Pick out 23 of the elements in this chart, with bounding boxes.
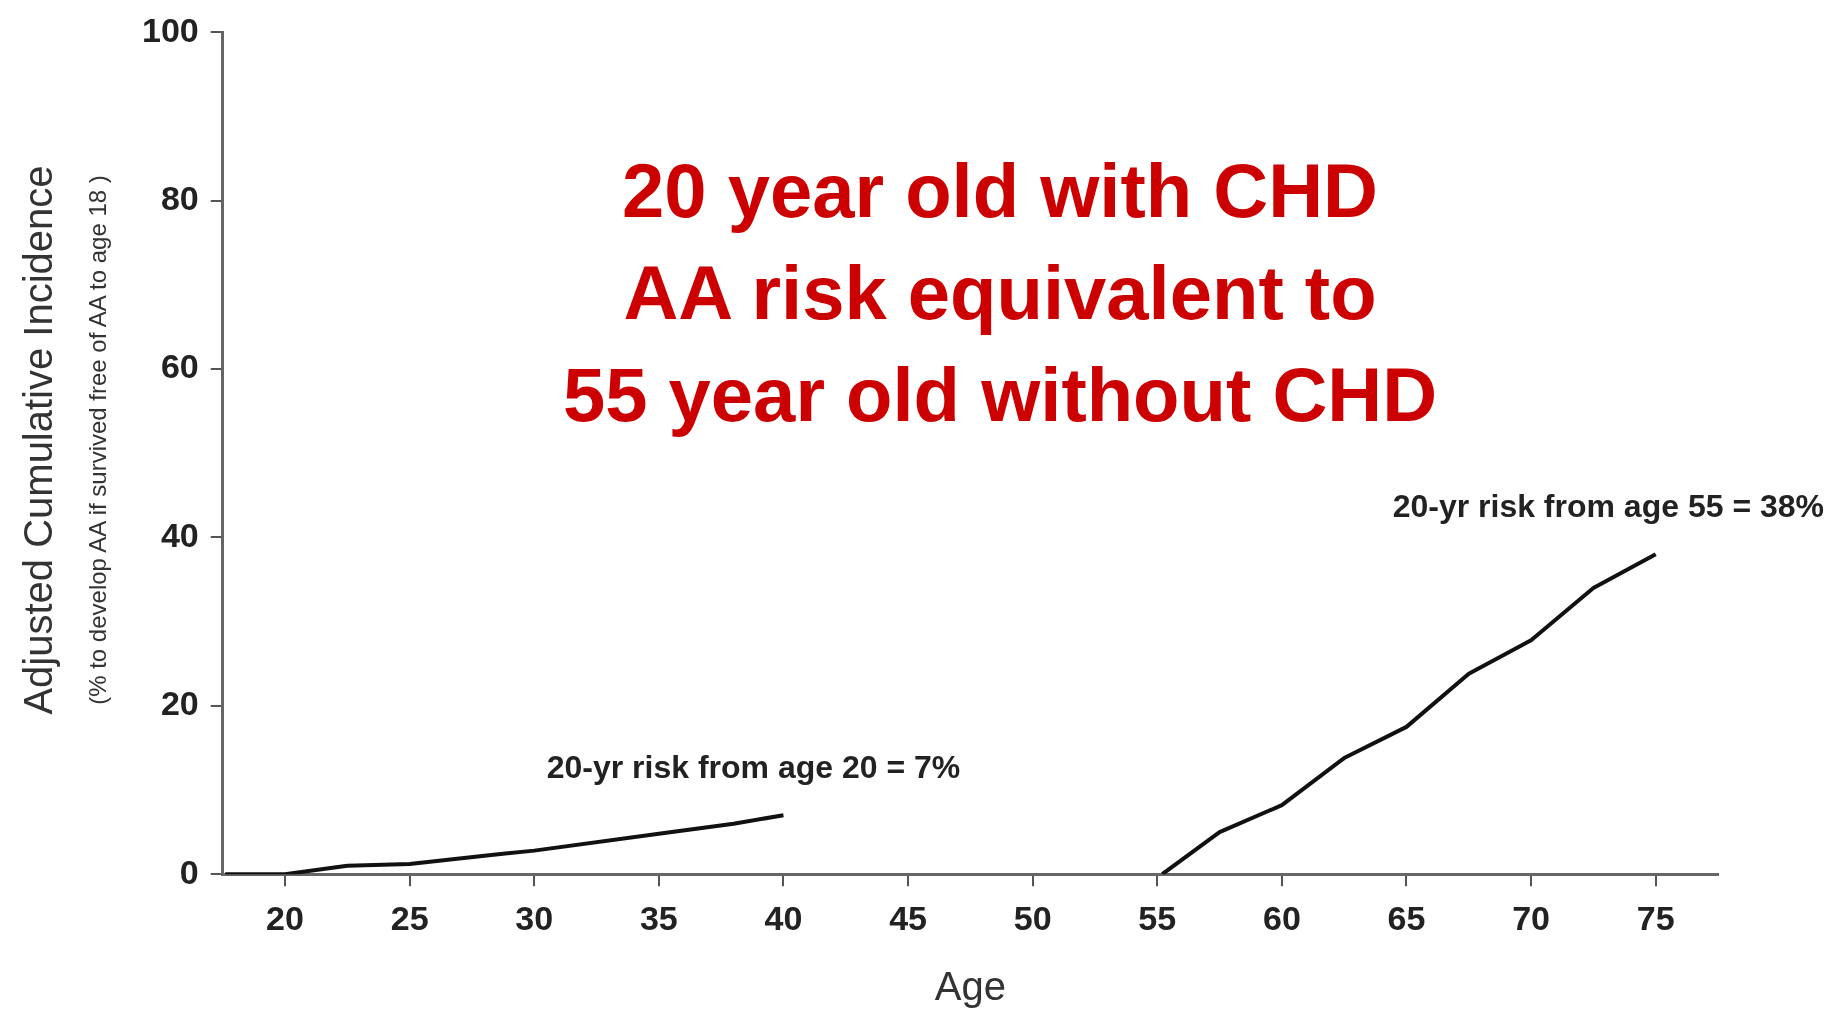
y-tick-label: 20 <box>160 684 199 723</box>
x-tick-label: 45 <box>889 898 927 937</box>
y-tick-label: 60 <box>160 347 199 386</box>
y-tick-label: 40 <box>160 515 199 554</box>
x-tick-label: 25 <box>390 898 429 937</box>
x-tick-label: 60 <box>1262 898 1301 937</box>
x-tick-label: 65 <box>1387 898 1426 937</box>
y-tick-label: 80 <box>160 179 199 218</box>
annotation: 20-yr risk from age 55 = 38% <box>1392 488 1824 525</box>
text: 20 year old with CHD AA risk equivalent to 55 year old without CHD <box>561 147 1439 439</box>
x-tick-label: 75 <box>1636 898 1675 937</box>
y-axis-title: Adjusted Cumulative Incidence (% to develop AA if survived free of AA to age 18 ) <box>15 165 112 715</box>
x-tick-label: 50 <box>1013 898 1052 937</box>
x-tick-label: 20 <box>266 898 304 937</box>
x-tick-label: 70 <box>1512 898 1551 937</box>
x-tick-label: 30 <box>515 898 554 937</box>
annotation: 20-yr risk from age 20 = 7% <box>546 749 961 786</box>
y-tick-label: 100 <box>141 10 199 49</box>
y-tick-label: 0 <box>179 852 199 891</box>
x-tick-label: 35 <box>639 898 678 937</box>
x-tick-label: 55 <box>1138 898 1177 937</box>
x-axis-title: Age <box>934 964 1006 1009</box>
x-tick-label: 40 <box>764 898 803 937</box>
